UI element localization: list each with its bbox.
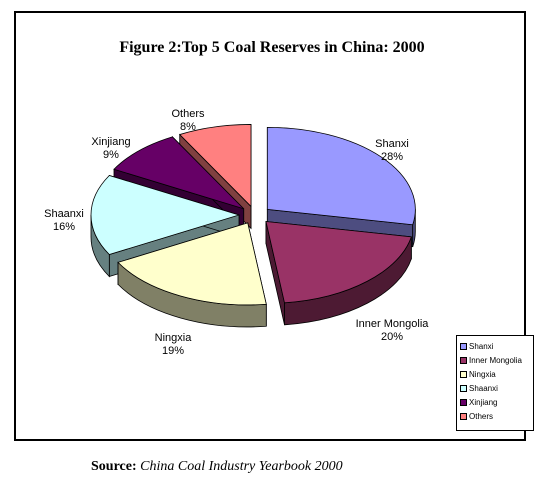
slice-label-shanxi: Shanxi bbox=[375, 138, 409, 150]
legend-label-xinjiang: Xinjiang bbox=[469, 397, 498, 407]
slice-label-shaanxi: Shaanxi bbox=[44, 208, 84, 220]
slice-value-shaanxi: 16% bbox=[53, 221, 75, 233]
pie-slice-top-shaanxi bbox=[90, 175, 241, 255]
pie-slice-ningxia bbox=[117, 222, 267, 328]
legend-item-shanxi: Shanxi bbox=[460, 339, 531, 353]
legend-item-shaanxi: Shaanxi bbox=[460, 381, 531, 395]
source-note: Source: China Coal Industry Yearbook 200… bbox=[91, 459, 343, 475]
legend-swatch-others bbox=[460, 412, 467, 420]
pie-slice-top-xinjiang bbox=[113, 136, 244, 210]
pie-slice-top-ningxia bbox=[117, 222, 267, 306]
slice-value-ningxia: 19% bbox=[162, 345, 184, 357]
legend-swatch-shaanxi bbox=[460, 384, 467, 392]
legend-label-others: Others bbox=[469, 411, 494, 421]
legend-item-inner-mongolia: Inner Mongolia bbox=[460, 353, 531, 367]
legend-label-ningxia: Ningxia bbox=[469, 369, 496, 379]
pie-slice-inner-mongolia bbox=[265, 221, 412, 326]
legend-swatch-ningxia bbox=[460, 370, 467, 378]
slice-label-others: Others bbox=[171, 108, 205, 120]
legend-item-xinjiang: Xinjiang bbox=[460, 395, 531, 409]
pie-slice-top-inner-mongolia bbox=[265, 221, 412, 304]
source-text: China Coal Industry Yearbook 2000 bbox=[140, 459, 343, 474]
source-label: Source: bbox=[91, 459, 137, 474]
slice-value-shanxi: 28% bbox=[381, 151, 403, 163]
legend-swatch-shanxi bbox=[460, 342, 467, 350]
slice-value-inner-mongolia: 20% bbox=[381, 331, 403, 343]
legend-swatch-xinjiang bbox=[460, 398, 467, 406]
pie-slice-top-others bbox=[178, 124, 252, 208]
legend-label-shaanxi: Shaanxi bbox=[469, 383, 498, 393]
legend-label-shanxi: Shanxi bbox=[469, 341, 494, 351]
chart-title: Figure 2:Top 5 Coal Reserves in China: 2… bbox=[119, 39, 425, 56]
slice-label-xinjiang: Xinjiang bbox=[91, 136, 130, 148]
legend-label-inner-mongolia: Inner Mongolia bbox=[469, 355, 522, 365]
slice-label-ningxia: Ningxia bbox=[155, 332, 193, 344]
slice-value-others: 8% bbox=[180, 121, 196, 133]
slice-label-inner-mongolia: Inner Mongolia bbox=[356, 318, 430, 330]
slice-value-xinjiang: 9% bbox=[103, 149, 119, 161]
legend: Shanxi Inner Mongolia Ningxia Shaanxi Xinjia… bbox=[456, 335, 534, 431]
legend-item-others: Others bbox=[460, 409, 531, 423]
pie-slice-top-shanxi bbox=[266, 126, 416, 226]
legend-item-ningxia: Ningxia bbox=[460, 367, 531, 381]
legend-swatch-inner-mongolia bbox=[460, 356, 467, 364]
chart-frame: Figure 2:Top 5 Coal Reserves in China: 2… bbox=[14, 11, 534, 441]
